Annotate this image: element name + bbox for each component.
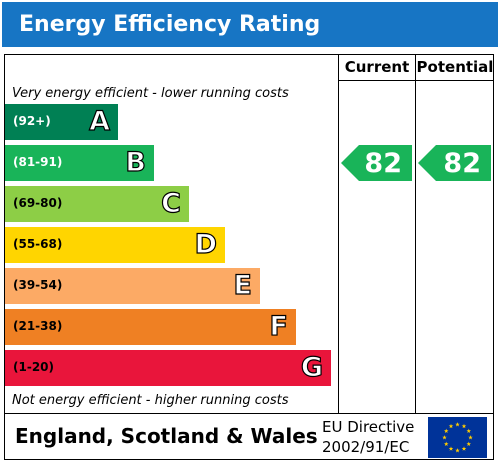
band-b: (81-91) B xyxy=(5,145,154,181)
band-range-label: (92+) xyxy=(13,114,51,128)
band-letter-label: C xyxy=(161,187,182,219)
current-rating-arrow-shape xyxy=(341,145,412,181)
directive-line-2: 2002/91/EC xyxy=(322,438,410,456)
eu-star-icon xyxy=(448,423,454,429)
band-letter-label: D xyxy=(194,228,218,260)
band-letter-label: G xyxy=(300,351,323,383)
rating-table xyxy=(4,54,494,460)
band-c: (69-80) C xyxy=(5,186,189,222)
bottom-caption: Not energy efficient - higher running co… xyxy=(12,393,289,408)
footer-divider xyxy=(4,413,494,414)
band-range-label: (21-38) xyxy=(13,319,63,333)
column-header-potential: Potential xyxy=(416,58,494,76)
header-divider xyxy=(338,80,494,81)
title-bar: Energy Efficiency Rating xyxy=(2,2,498,47)
band-f: (21-38) F xyxy=(5,309,296,345)
divider-potential xyxy=(415,54,416,414)
band-letter-label: F xyxy=(269,310,289,342)
eu-star-icon xyxy=(455,448,460,453)
eu-star-icon xyxy=(443,441,449,446)
potential-rating-arrow-value: 82 xyxy=(443,148,481,179)
chart-title: Energy Efficiency Rating xyxy=(19,12,321,37)
eu-star-icon xyxy=(443,428,449,433)
eu-star-icon xyxy=(466,441,472,446)
band-letter-label: A xyxy=(88,105,110,137)
band-letter-label: B xyxy=(125,146,147,178)
eu-star-icon xyxy=(466,428,472,433)
eu-flag-icon xyxy=(428,417,487,458)
eu-star-icon xyxy=(455,422,460,427)
band-range-label: (55-68) xyxy=(13,237,63,251)
current-rating-arrow: 82 xyxy=(341,145,412,181)
band-d: (55-68) D xyxy=(5,227,225,263)
eu-star-icon xyxy=(461,423,467,429)
current-rating-arrow-value: 82 xyxy=(364,148,402,179)
potential-rating-arrow-shape xyxy=(418,145,491,181)
band-range-label: (69-80) xyxy=(13,196,63,210)
eu-star-icon xyxy=(468,435,473,440)
band-g: (1-20) G xyxy=(5,350,331,386)
footer-directive: EU Directive 2002/91/EC xyxy=(322,417,414,457)
divider-current xyxy=(338,54,339,414)
top-caption: Very energy efficient - lower running co… xyxy=(12,86,289,101)
eu-star-icon xyxy=(448,446,454,451)
band-range-label: (39-54) xyxy=(13,278,63,292)
column-header-current: Current xyxy=(344,58,410,76)
band-letter-label: E xyxy=(233,269,253,301)
band-e: (39-54) E xyxy=(5,268,260,304)
band-a: (92+) A xyxy=(5,104,118,140)
footer-country: England, Scotland & Wales xyxy=(15,424,318,448)
band-range-label: (1-20) xyxy=(13,360,54,374)
band-range-label: (81-91) xyxy=(13,155,63,169)
potential-rating-arrow: 82 xyxy=(418,145,491,181)
directive-line-1: EU Directive xyxy=(322,418,415,436)
eu-star-icon xyxy=(461,446,467,451)
eu-star-icon xyxy=(442,435,447,440)
